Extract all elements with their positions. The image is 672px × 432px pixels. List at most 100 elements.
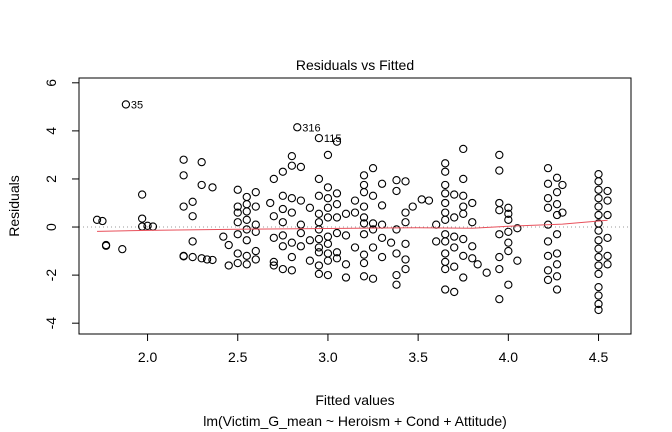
residual-point [432, 237, 441, 246]
residual-point [468, 198, 477, 208]
residual-point [278, 204, 287, 214]
residual-point [368, 191, 378, 200]
outlier-point [332, 137, 342, 146]
residual-point [377, 179, 387, 188]
residual-point [287, 266, 297, 275]
residual-point [459, 144, 468, 154]
y-tick-label: 6 [43, 79, 59, 87]
residual-point [495, 252, 504, 262]
residual-point [224, 261, 233, 270]
residual-point [278, 218, 287, 227]
residual-point [208, 255, 217, 265]
x-tick-label: 3.0 [318, 349, 338, 365]
residual-point [242, 200, 251, 209]
residual-point [441, 230, 450, 239]
residual-point [137, 214, 147, 223]
residual-point [188, 212, 197, 221]
residual-point [314, 248, 324, 257]
residual-point [233, 230, 242, 239]
residual-point [459, 234, 468, 244]
residual-point [401, 208, 410, 217]
residual-point [323, 203, 333, 212]
residual-point [359, 250, 369, 259]
residual-point [269, 212, 278, 221]
residual-point [386, 238, 396, 247]
residual-point [314, 269, 324, 279]
residual-point [278, 167, 287, 176]
residual-point [224, 240, 233, 250]
residual-point [305, 256, 315, 265]
residual-point [377, 252, 387, 262]
residual-point [278, 264, 287, 274]
residual-point [594, 244, 603, 253]
x-tick-label: 2.0 [138, 349, 158, 365]
residual-point [594, 236, 603, 245]
residual-point [482, 268, 491, 277]
residual-point [459, 174, 468, 184]
residual-point [377, 220, 387, 229]
residual-point [233, 249, 242, 258]
residual-point [251, 246, 260, 256]
residual-point [468, 218, 477, 227]
residual-point [392, 186, 401, 196]
residual-point [459, 251, 468, 261]
x-tick-label: 4.0 [499, 349, 519, 365]
y-tick-label: 2 [43, 175, 59, 183]
residual-point [314, 243, 324, 252]
residual-point [332, 189, 342, 198]
residual-point [368, 243, 378, 252]
residual-point [287, 208, 297, 217]
residual-point [359, 180, 369, 190]
residual-point [219, 232, 228, 241]
residual-point [242, 192, 251, 202]
y-tick-label: 4 [43, 127, 59, 135]
residual-point [359, 188, 369, 197]
residual-point [332, 254, 342, 263]
residual-point [552, 188, 562, 197]
residual-point [603, 186, 612, 196]
residual-point [594, 282, 603, 292]
residual-point [368, 219, 378, 228]
residual-point [266, 198, 275, 208]
residual-point [552, 260, 562, 269]
residual-point [179, 202, 188, 211]
residual-point [296, 162, 306, 172]
residual-point [543, 251, 553, 261]
residual-point [242, 215, 251, 224]
residual-point [377, 233, 387, 242]
outlier-label: 35 [131, 99, 143, 111]
x-tick-label: 3.5 [408, 349, 428, 365]
residual-point [450, 243, 459, 252]
residual-point [208, 183, 217, 192]
residual-point [504, 238, 513, 247]
residual-point [513, 224, 522, 233]
residual-point [594, 185, 603, 194]
residual-point [594, 170, 603, 179]
residual-point [269, 233, 278, 242]
residual-point [594, 261, 603, 270]
residual-point [188, 237, 197, 246]
residual-point [441, 167, 450, 176]
residual-point [594, 269, 603, 279]
residual-point [558, 180, 567, 190]
residual-point [314, 234, 324, 244]
residual-point [233, 202, 242, 211]
residual-point [332, 228, 342, 238]
residual-point [242, 251, 251, 261]
residual-point [233, 185, 242, 194]
residual-point [359, 202, 369, 211]
residual-point [368, 225, 378, 234]
residual-point [92, 215, 102, 224]
residual-point [368, 274, 378, 283]
residual-point [603, 196, 612, 205]
residual-point [332, 248, 342, 257]
residual-point [98, 216, 107, 226]
residual-point [359, 171, 369, 180]
residual-point [296, 228, 306, 238]
residual-point [202, 255, 212, 264]
residual-point [350, 243, 360, 252]
residual-point [558, 208, 567, 217]
residual-point [495, 198, 504, 208]
y-axis-label: Residuals [6, 175, 22, 236]
